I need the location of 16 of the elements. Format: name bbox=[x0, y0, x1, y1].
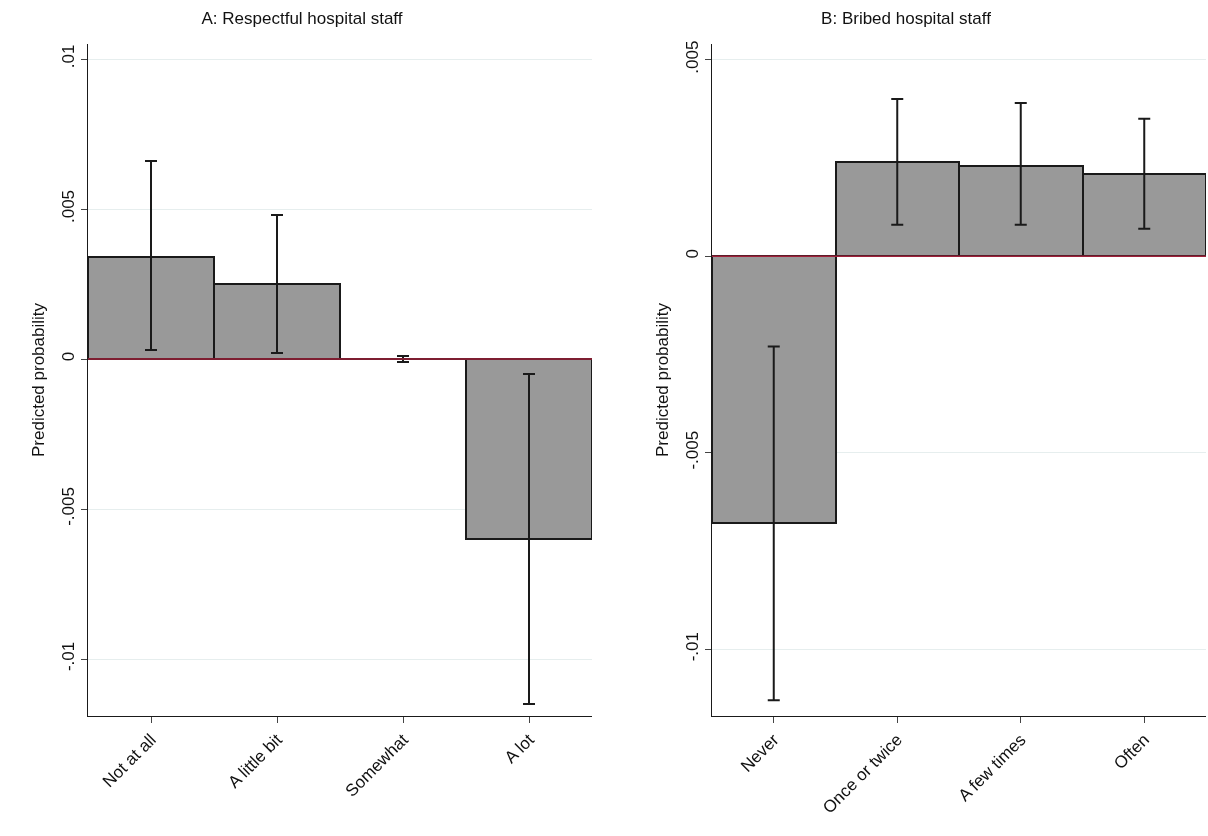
y-tick-label: .01 bbox=[59, 44, 79, 69]
x-tick-label: Not at all bbox=[98, 730, 160, 792]
y-axis-title: Predicted probability bbox=[653, 302, 672, 458]
y-tick-label: 0 bbox=[59, 351, 79, 362]
chart-title: B: Bribed hospital staff bbox=[821, 9, 992, 29]
y-tick-label: 0 bbox=[683, 248, 703, 259]
y-tick-label: -.01 bbox=[59, 641, 79, 672]
y-tick-label: -.01 bbox=[683, 631, 703, 662]
x-tick-label: A lot bbox=[501, 730, 539, 768]
y-tick-label: .005 bbox=[59, 189, 79, 223]
chart-title: A: Respectful hospital staff bbox=[201, 9, 403, 29]
y-tick-label: -.005 bbox=[683, 430, 703, 470]
y-tick-label: -.005 bbox=[59, 487, 79, 526]
y-axis-title: Predicted probability bbox=[29, 302, 48, 458]
y-tick-label: .005 bbox=[683, 40, 703, 74]
x-tick-label: A little bit bbox=[224, 730, 287, 792]
